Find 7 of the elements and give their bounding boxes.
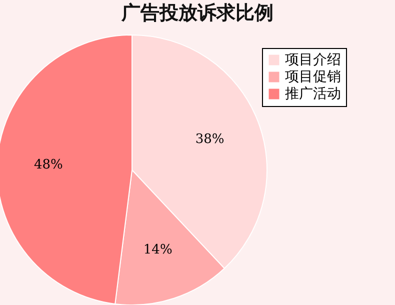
data-label: 48% [34, 158, 63, 173]
data-label: 38% [195, 132, 224, 148]
chart-title: 广告投放诉求比例 [120, 2, 274, 24]
data-label: 14% [143, 242, 172, 258]
legend-label: 推广活动 [285, 86, 341, 102]
legend-label: 项目促销 [285, 69, 341, 85]
legend-label: 项目介绍 [285, 52, 341, 68]
